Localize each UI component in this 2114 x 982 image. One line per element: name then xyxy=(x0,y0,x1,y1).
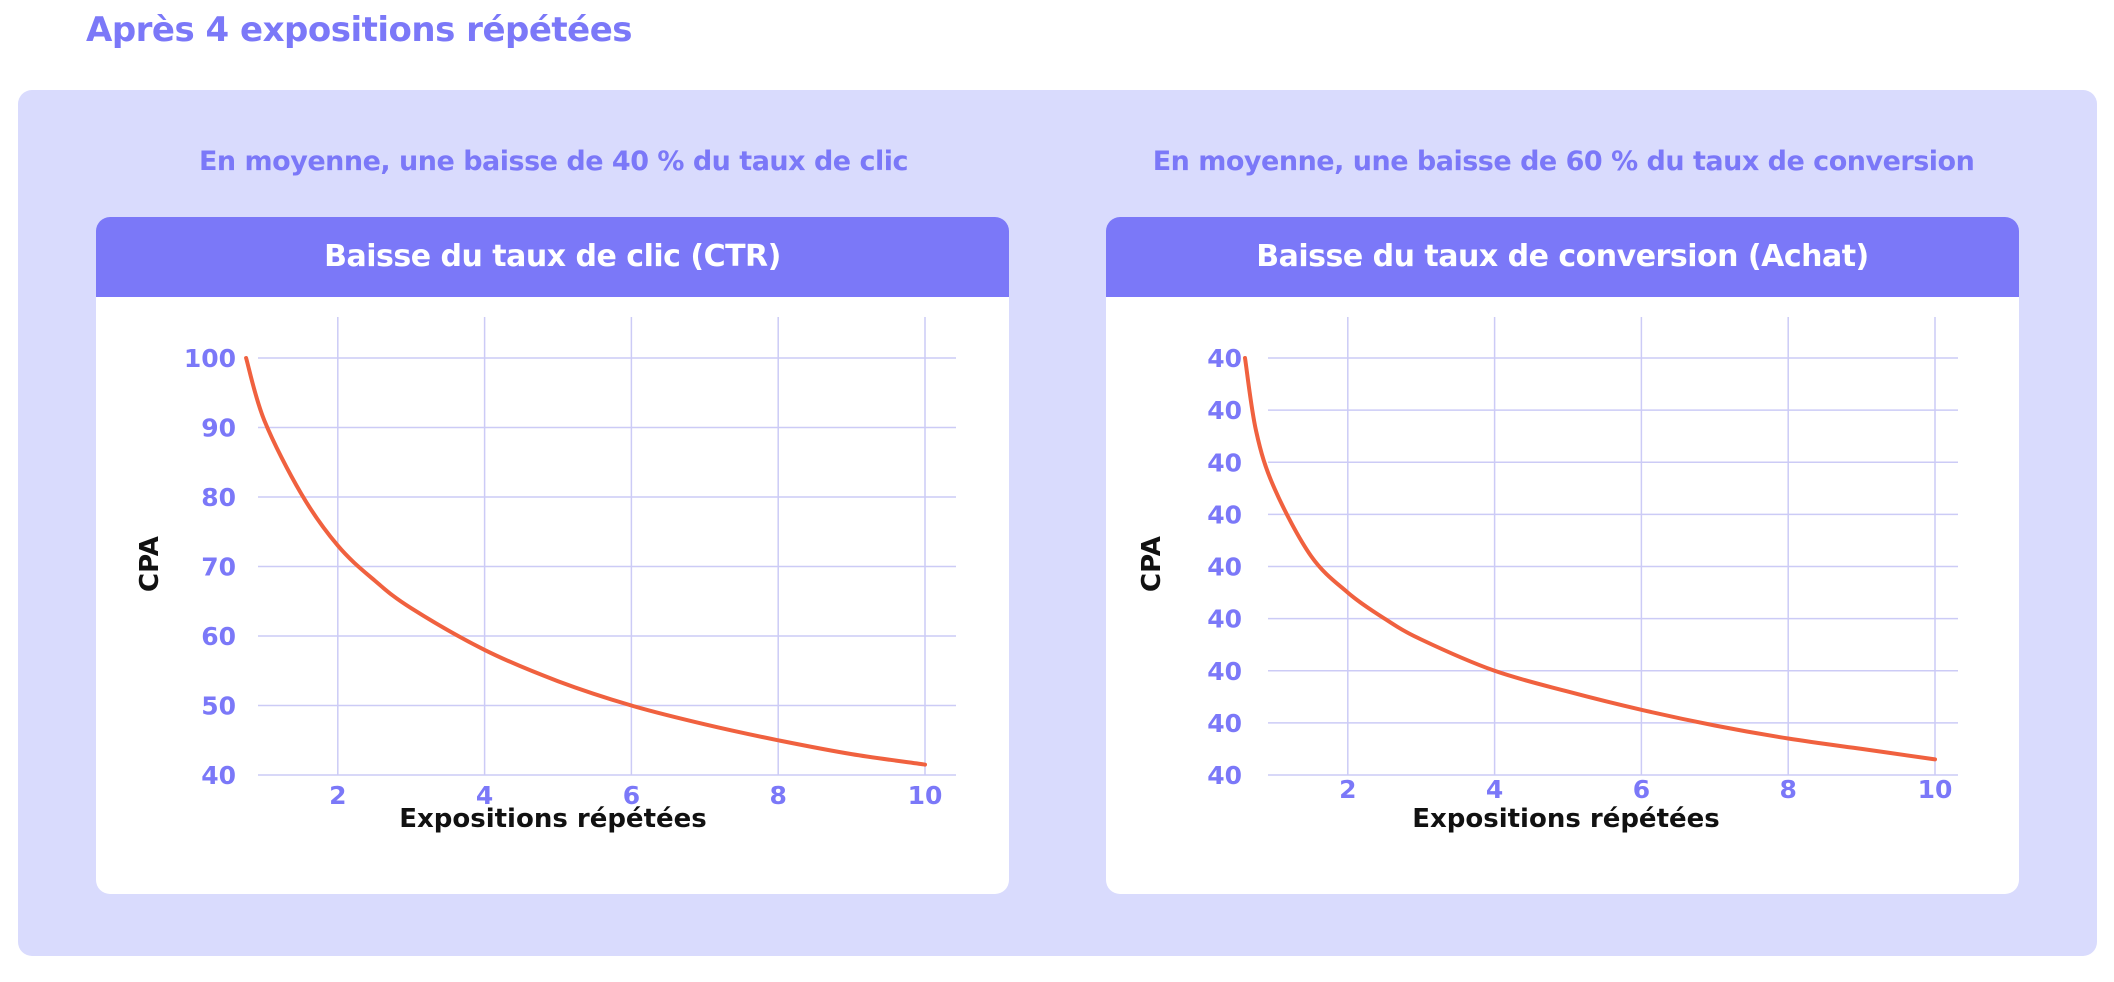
ctr-chart: 100 90 80 70 60 50 40 2 4 6 8 10 Expositions répétée… xyxy=(135,317,956,834)
x-tick-label: 6 xyxy=(1633,775,1650,804)
conversion-chart: 40 40 40 40 40 40 40 40 40 2 4 6 8 10 Expositions répé… xyxy=(1137,317,1958,834)
chart-2-title: Baisse du taux de conversion (Achat) xyxy=(1106,217,2019,297)
x-tick-label: 10 xyxy=(908,781,943,810)
x-tick-label: 4 xyxy=(476,781,493,810)
x-tick-label: 10 xyxy=(1918,775,1953,804)
x-axis-title: Expositions répétées xyxy=(399,804,707,834)
y-tick-label: 40 xyxy=(201,761,236,790)
series-line xyxy=(244,356,927,767)
x-tick-label: 2 xyxy=(1339,775,1356,804)
x-tick-label: 6 xyxy=(623,781,640,810)
page-title: Après 4 expositions répétées xyxy=(86,10,633,50)
y-tick-label: 90 xyxy=(201,414,236,443)
y-tick-label: 40 xyxy=(1207,396,1242,425)
ctr-chart-card: Baisse du taux de clic (CTR) 100 90 80 70 60… xyxy=(96,217,1009,894)
conversion-chart-card: Baisse du taux de conversion (Achat) 40 4… xyxy=(1106,217,2019,894)
y-tick-label: 40 xyxy=(1207,709,1242,738)
y-tick-label: 40 xyxy=(1207,605,1242,634)
y-tick-label: 40 xyxy=(1207,657,1242,686)
charts-panel: En moyenne, une baisse de 40 % du taux d… xyxy=(18,90,2097,956)
y-axis-title: CPA xyxy=(135,536,165,592)
y-tick-label: 60 xyxy=(201,622,236,651)
horizontal-gridlines xyxy=(258,357,956,776)
x-tick-label: 8 xyxy=(769,781,786,810)
y-tick-label: 80 xyxy=(201,483,236,512)
y-tick-label: 40 xyxy=(1207,448,1242,477)
y-axis-title: CPA xyxy=(1137,536,1167,592)
x-axis-title: Expositions répétées xyxy=(1412,804,1720,834)
y-tick-label: 40 xyxy=(1207,553,1242,582)
chart-1-title: Baisse du taux de clic (CTR) xyxy=(96,217,1009,297)
x-tick-label: 8 xyxy=(1779,775,1796,804)
series-line xyxy=(1243,356,1937,762)
chart-2-subtitle: En moyenne, une baisse de 60 % du taux d… xyxy=(1152,146,1975,177)
chart-1-subtitle: En moyenne, une baisse de 40 % du taux d… xyxy=(198,146,909,177)
y-tick-label: 70 xyxy=(201,553,236,582)
x-tick-label: 4 xyxy=(1486,775,1503,804)
y-tick-label: 40 xyxy=(1207,344,1242,373)
horizontal-gridlines xyxy=(1268,357,1958,776)
y-tick-label: 40 xyxy=(1207,500,1242,529)
y-tick-label: 40 xyxy=(1207,761,1242,790)
vertical-gridlines xyxy=(1347,317,1936,775)
y-tick-label: 50 xyxy=(201,692,236,721)
x-tick-label: 2 xyxy=(329,781,346,810)
y-tick-label: 100 xyxy=(184,344,236,373)
